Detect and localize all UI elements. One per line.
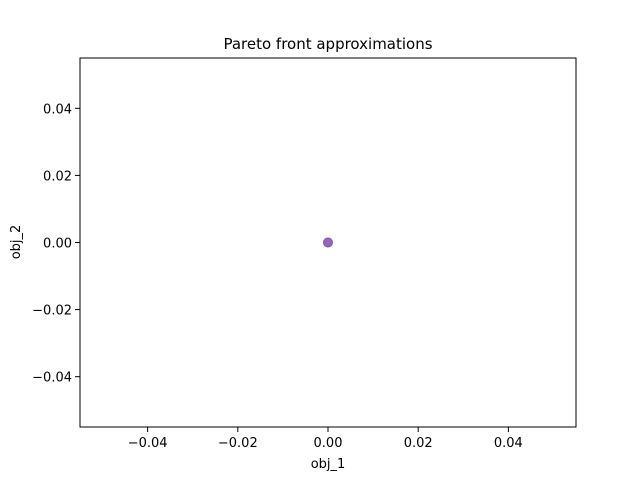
y-tick-label: 0.00 [43,237,72,252]
x-tick-label: 0.00 [314,436,343,451]
x-tick-label: −0.02 [218,436,258,451]
data-point [323,237,333,248]
y-tick-label: 0.02 [43,169,72,184]
x-tick-label: 0.04 [494,436,523,451]
y-tick-label: 0.04 [43,102,72,117]
y-axis: −0.04 −0.02 0.00 0.02 0.04 [32,102,80,386]
plot-area [323,237,333,248]
x-axis-label: obj_1 [311,457,346,472]
x-tick-label: −0.04 [128,436,168,451]
x-axis: −0.04 −0.02 0.00 0.02 0.04 [128,427,523,451]
y-axis-label: obj_2 [9,225,24,260]
y-tick-label: −0.02 [32,304,72,319]
x-tick-label: 0.02 [404,436,433,451]
y-tick-label: −0.04 [32,371,72,386]
chart-title: Pareto front approximations [223,35,432,53]
